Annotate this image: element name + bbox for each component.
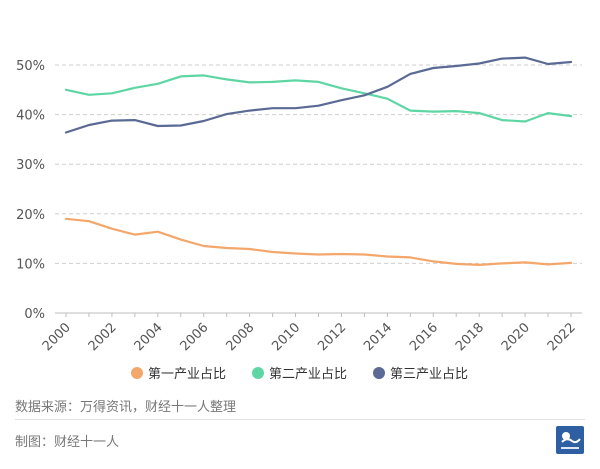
legend-label: 第三产业占比 <box>390 367 468 382</box>
x-axis: 2000 2002 2004 2006 2008 2010 2012 2014 2016 2018… <box>40 313 579 354</box>
legend: 第一产业占比 第二产业占比 第三产业占比 <box>131 367 468 382</box>
x-tick-label: 2016 <box>407 320 441 354</box>
x-tick-label: 2004 <box>132 320 166 354</box>
legend-label: 第二产业占比 <box>269 367 347 382</box>
y-tick-label: 50% <box>16 59 45 74</box>
footer-divider <box>15 419 585 420</box>
x-tick-label: 2002 <box>86 320 120 354</box>
legend-swatch <box>131 367 143 379</box>
series-line <box>64 217 573 266</box>
line-chart: 0%10%20%30%40%50% 2000 2002 2004 2006 2008 20… <box>16 56 582 382</box>
series-line <box>64 56 573 134</box>
x-tick-label: 2018 <box>453 320 487 354</box>
y-tick-label: 40% <box>16 109 45 124</box>
x-tick-label: 2014 <box>361 320 395 354</box>
x-tick-label: 2008 <box>223 320 257 354</box>
y-tick-label: 20% <box>16 208 45 223</box>
legend-label: 第一产业占比 <box>148 367 226 382</box>
legend-swatch <box>252 367 264 379</box>
logo-mark-icon <box>561 432 581 449</box>
y-tick-label: 0% <box>24 307 45 322</box>
x-tick-label: 2006 <box>178 320 212 354</box>
data-source-note: 数据来源：万得资讯，财经十一人整理 <box>15 400 237 415</box>
legend-swatch <box>373 367 385 379</box>
y-tick-label: 10% <box>16 257 45 272</box>
grid-lines <box>55 64 582 314</box>
x-tick-label: 2020 <box>499 320 533 354</box>
x-tick-label: 2012 <box>315 320 349 354</box>
y-tick-label: 30% <box>16 158 45 173</box>
y-axis-ticks: 0% 10% 20% 30% 40% 50% <box>16 59 45 322</box>
x-tick-label: 2000 <box>40 320 74 354</box>
publisher-logo <box>556 426 584 454</box>
x-tick-label: 2022 <box>545 320 579 354</box>
series-lines <box>64 56 573 266</box>
x-tick-label: 2010 <box>269 320 303 354</box>
series-line <box>64 74 573 123</box>
chart-credit: 制图：财经十一人 <box>15 435 120 450</box>
